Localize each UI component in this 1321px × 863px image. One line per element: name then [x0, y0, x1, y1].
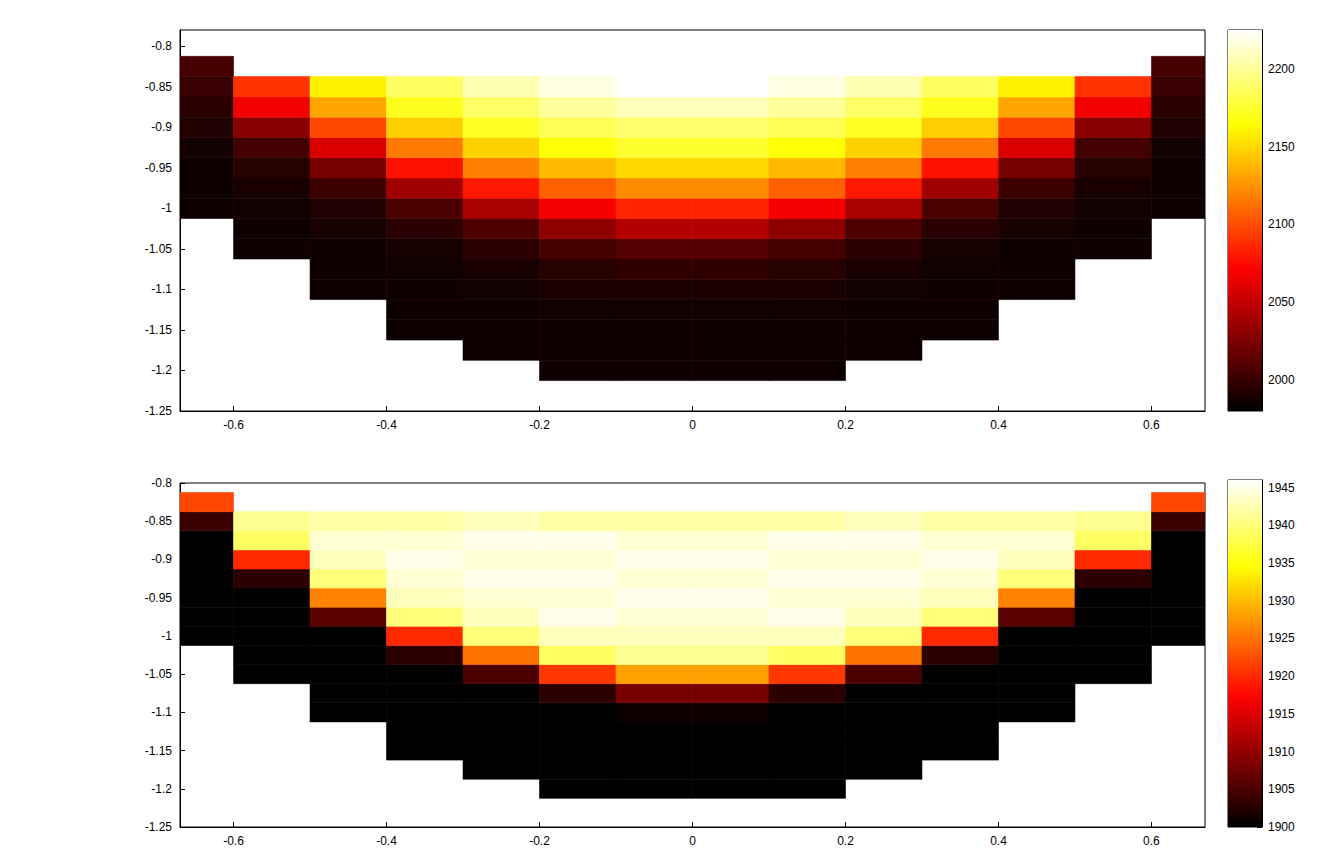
svg-text:-0.95: -0.95 — [145, 591, 173, 605]
svg-text:0.6: 0.6 — [1143, 418, 1160, 432]
svg-text:2000: 2000 — [1268, 373, 1295, 387]
svg-text:0.6: 0.6 — [1143, 834, 1160, 848]
svg-text:-1: -1 — [161, 629, 172, 643]
svg-text:-1.1: -1.1 — [151, 282, 172, 296]
svg-text:-1.25: -1.25 — [145, 820, 173, 834]
svg-text:-1.05: -1.05 — [145, 667, 173, 681]
svg-text:-0.8: -0.8 — [151, 476, 172, 490]
svg-text:-0.4: -0.4 — [376, 834, 397, 848]
svg-text:-1.15: -1.15 — [145, 323, 173, 337]
svg-text:-0.6: -0.6 — [223, 418, 244, 432]
svg-text:-0.2: -0.2 — [529, 418, 550, 432]
svg-text:1910: 1910 — [1268, 745, 1295, 759]
svg-text:-0.85: -0.85 — [145, 514, 173, 528]
svg-text:1900: 1900 — [1268, 820, 1295, 834]
svg-text:-0.8: -0.8 — [151, 39, 172, 53]
svg-text:2200: 2200 — [1268, 62, 1295, 76]
svg-text:-1.2: -1.2 — [151, 363, 172, 377]
svg-text:-0.85: -0.85 — [145, 80, 173, 94]
svg-text:0.2: 0.2 — [837, 418, 854, 432]
svg-text:1915: 1915 — [1268, 707, 1295, 721]
svg-text:-0.2: -0.2 — [529, 834, 550, 848]
svg-text:1935: 1935 — [1268, 556, 1295, 570]
svg-text:0.4: 0.4 — [990, 834, 1007, 848]
svg-text:-0.9: -0.9 — [151, 120, 172, 134]
svg-text:1930: 1930 — [1268, 594, 1295, 608]
svg-text:-1.05: -1.05 — [145, 242, 173, 256]
svg-text:2150: 2150 — [1268, 140, 1295, 154]
svg-text:2100: 2100 — [1268, 217, 1295, 231]
svg-text:1905: 1905 — [1268, 782, 1295, 796]
svg-text:2050: 2050 — [1268, 295, 1295, 309]
svg-text:-1.25: -1.25 — [145, 404, 173, 418]
svg-text:0.4: 0.4 — [990, 418, 1007, 432]
svg-text:1945: 1945 — [1268, 481, 1295, 495]
svg-text:1940: 1940 — [1268, 518, 1295, 532]
svg-text:1925: 1925 — [1268, 631, 1295, 645]
svg-text:0: 0 — [689, 834, 696, 848]
svg-text:-0.9: -0.9 — [151, 552, 172, 566]
svg-text:-1: -1 — [161, 201, 172, 215]
svg-text:-0.4: -0.4 — [376, 418, 397, 432]
svg-text:0.2: 0.2 — [837, 834, 854, 848]
svg-text:1920: 1920 — [1268, 669, 1295, 683]
svg-text:-0.95: -0.95 — [145, 161, 173, 175]
svg-text:-1.2: -1.2 — [151, 782, 172, 796]
svg-text:-0.6: -0.6 — [223, 834, 244, 848]
svg-text:-1.1: -1.1 — [151, 705, 172, 719]
svg-text:0: 0 — [689, 418, 696, 432]
svg-text:-1.15: -1.15 — [145, 744, 173, 758]
